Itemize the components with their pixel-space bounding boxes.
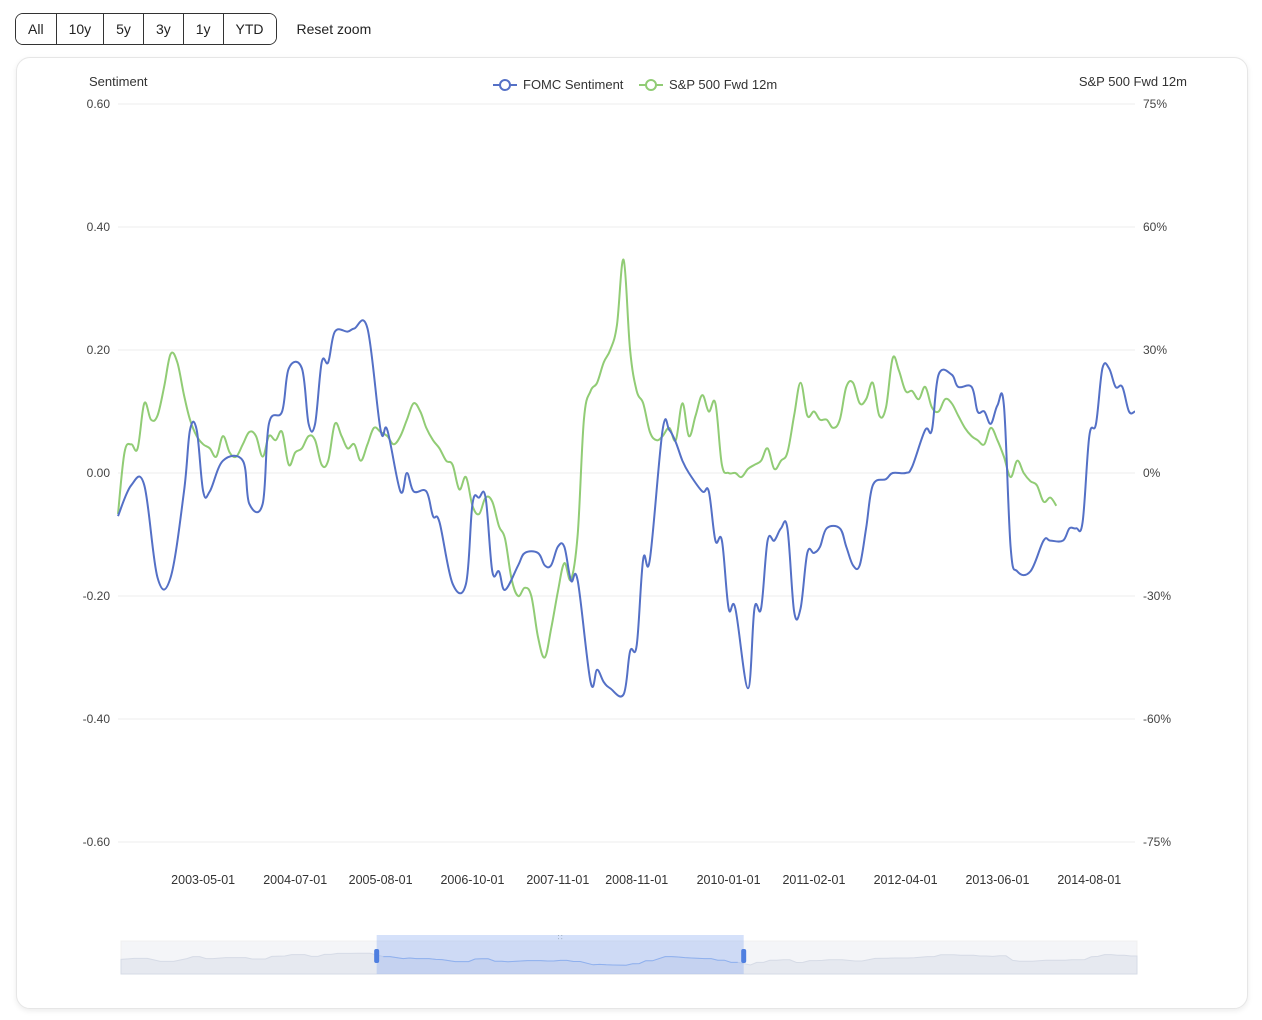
x-axis-tick-label: 2012-04-01 [874, 873, 938, 887]
right-axis-tick-label: 75% [1143, 97, 1167, 111]
x-axis-tick-label: 2013-06-01 [965, 873, 1029, 887]
left-axis-tick-label: -0.60 [83, 835, 111, 849]
reset-zoom-button[interactable]: Reset zoom [296, 21, 372, 37]
chart-svg: Sentiment S&P 500 Fwd 12m 0.60 0.40 0.20 0.… [83, 74, 1187, 975]
range-toolbar: All 10y 5y 3y 1y YTD Reset zoom [15, 13, 371, 45]
range-5y-button[interactable]: 5y [104, 14, 144, 44]
right-axis-tick-label: -30% [1143, 589, 1171, 603]
slider-grip-icon[interactable]: ∷ [558, 933, 563, 942]
range-button-group: All 10y 5y 3y 1y YTD [15, 13, 277, 45]
sp500-fwd-line [117, 258, 1058, 659]
left-axis-tick-label: 0.40 [87, 220, 111, 234]
legend-item-fomc[interactable]: FOMC Sentiment [493, 77, 624, 92]
right-axis-tick-label: 30% [1143, 343, 1167, 357]
slider-right-handle[interactable] [741, 949, 747, 963]
x-axis-tick-label: 2010-01-01 [697, 873, 761, 887]
left-axis-tick-label: 0.60 [87, 97, 111, 111]
left-axis-title: Sentiment [89, 74, 148, 89]
range-ytd-button[interactable]: YTD [223, 14, 276, 44]
legend-marker-icon [499, 79, 511, 91]
right-axis-tick-label: 0% [1143, 466, 1161, 480]
x-axis-tick-label: 2006-10-01 [440, 873, 504, 887]
right-axis-tick-label: -60% [1143, 712, 1171, 726]
right-axis-tick-label: -75% [1143, 835, 1171, 849]
legend: FOMC Sentiment S&P 500 Fwd 12m [493, 77, 777, 92]
legend-label: S&P 500 Fwd 12m [669, 77, 777, 92]
left-axis-tick-label: -0.40 [83, 712, 111, 726]
slider-selected-preview [383, 956, 738, 966]
grid-lines [118, 103, 1135, 843]
legend-item-sp500[interactable]: S&P 500 Fwd 12m [639, 77, 777, 92]
range-3y-button[interactable]: 3y [143, 14, 184, 44]
right-axis-title: S&P 500 Fwd 12m [1079, 74, 1187, 89]
x-axis-tick-label: 2007-11-01 [526, 873, 589, 887]
legend-marker-icon [645, 79, 657, 91]
left-axis-tick-label: 0.00 [87, 466, 111, 480]
x-axis-tick-label: 2011-02-01 [782, 873, 845, 887]
range-10y-button[interactable]: 10y [56, 14, 105, 44]
legend-label: FOMC Sentiment [523, 77, 624, 92]
left-axis-tick-label: 0.20 [87, 343, 111, 357]
x-axis-tick-label: 2005-08-01 [349, 873, 413, 887]
right-axis-tick-label: 60% [1143, 220, 1167, 234]
left-axis-tick-label: -0.20 [83, 589, 111, 603]
x-axis-tick-label: 2014-08-01 [1057, 873, 1121, 887]
slider-left-handle[interactable] [374, 949, 380, 963]
range-all-button[interactable]: All [16, 14, 57, 44]
zoom-slider[interactable]: ∷ [120, 933, 1138, 975]
x-axis-tick-label: 2004-07-01 [263, 873, 327, 887]
x-axis-tick-label: 2003-05-01 [171, 873, 235, 887]
range-1y-button[interactable]: 1y [183, 14, 224, 44]
x-axis-tick-label: 2008-11-01 [605, 873, 668, 887]
fomc-sentiment-line [117, 319, 1136, 698]
chart-card: Sentiment S&P 500 Fwd 12m 0.60 0.40 0.20 0.… [16, 57, 1248, 1009]
slider-selected-window[interactable] [376, 935, 744, 974]
axes: Sentiment S&P 500 Fwd 12m 0.60 0.40 0.20 0.… [83, 74, 1187, 887]
series-lines [117, 258, 1136, 698]
